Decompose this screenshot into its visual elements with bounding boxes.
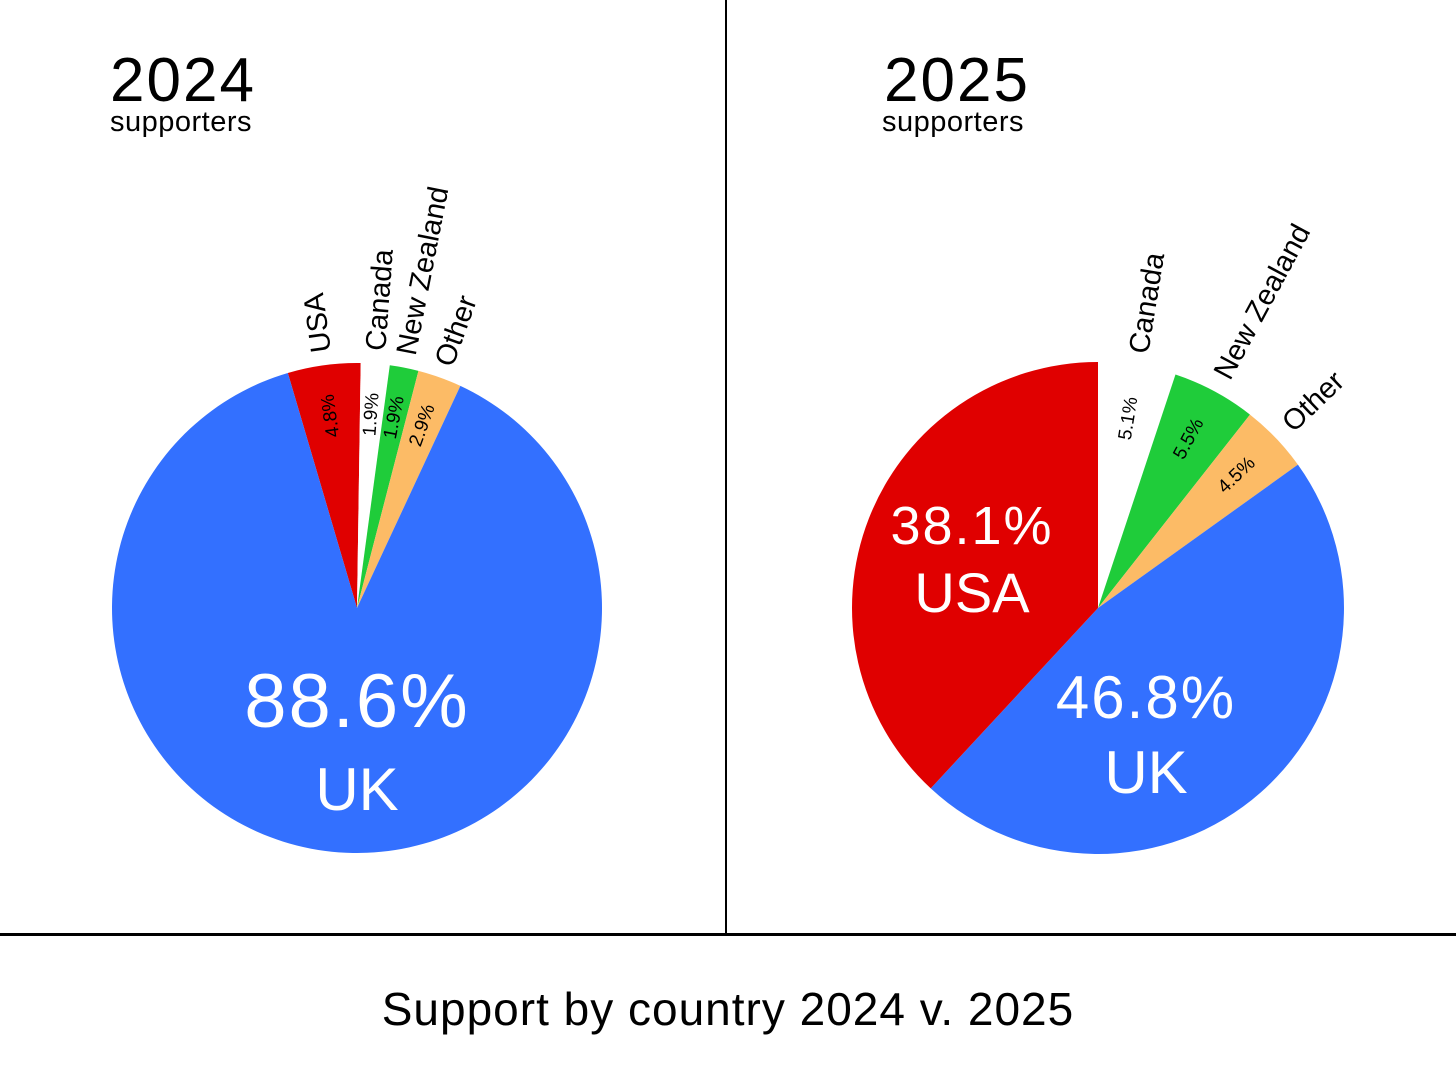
pie-2024-value-label-canada: 1.9%: [359, 392, 383, 437]
vertical-divider: [725, 0, 727, 934]
chart-2024-subtitle: supporters: [110, 106, 253, 138]
pie-2024-value-label-uk: 88.6%: [244, 659, 470, 744]
pie-2025-value-label-usa: 38.1%: [890, 496, 1053, 556]
pie-2024-slice-canada: [357, 363, 390, 608]
pie-2025-category-label-usa: USA: [914, 561, 1030, 624]
chart-caption: Support by country 2024 v. 2025: [381, 983, 1075, 1035]
pie-2025-category-label-new-zealand: New Zealand: [1208, 219, 1317, 385]
pie-2025-slice-other: [1098, 414, 1298, 608]
chart-2025-panel: 2025 supporters 5.1% Canada 5.5% New Zealan…: [728, 0, 1454, 934]
chart-2024-title: 2024: [110, 46, 256, 115]
pie-2025-slice-uk: [930, 464, 1344, 854]
pie-2025-slice-usa: [851, 362, 1098, 789]
pie-2024-slice-new-zealand: [357, 365, 419, 608]
pie-2025-category-label-other: Other: [1276, 365, 1351, 438]
pie-2024-category-label-uk: UK: [315, 756, 398, 823]
chart-2024-panel: 2024 supporters 4.8% USA 1.9% Canada 1.9% New…: [0, 0, 726, 934]
chart-2025-subtitle: supporters: [882, 106, 1025, 138]
chart-2025-title: 2025: [884, 46, 1030, 115]
pie-2025-category-label-canada: Canada: [1123, 250, 1171, 356]
pie-2025-value-label-uk: 46.8%: [1056, 664, 1236, 731]
pie-2024-category-label-usa: USA: [298, 291, 338, 355]
pie-2025-slice-canada: [1098, 362, 1176, 608]
pie-2024-category-label-other: Other: [429, 291, 484, 370]
pie-2024-slice-uk: [112, 372, 603, 854]
pie-2024-category-label-canada: Canada: [360, 247, 400, 352]
pie-2025-slice-new-zealand: [1098, 374, 1250, 608]
pie-2024-slice-usa: [287, 363, 361, 608]
horizontal-divider: [0, 933, 1456, 936]
pie-2024-slice-other: [357, 370, 461, 608]
pie-2025-category-label-uk: UK: [1104, 739, 1187, 806]
